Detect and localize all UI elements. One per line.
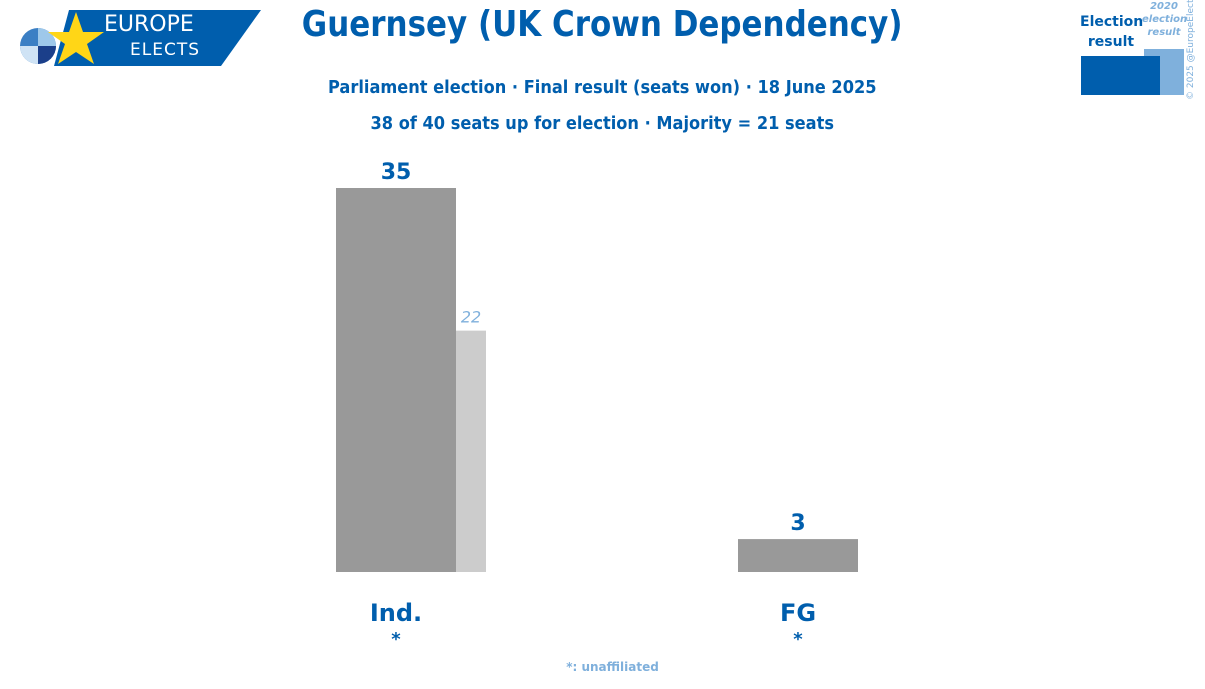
category-label-1: FG: [780, 599, 816, 627]
footnote: *: unaffiliated: [566, 660, 659, 674]
chart-subtitle-seats: 38 of 40 seats up for election · Majorit…: [370, 113, 834, 134]
logo-text-elects: ELECTS: [130, 40, 200, 60]
legend-label-previous: 2020 election result: [1142, 1, 1188, 38]
chart-title: Guernsey (UK Crown Dependency): [301, 4, 903, 45]
legend-label-current: Election result: [1080, 14, 1144, 50]
chart-subtitle: Parliament election · Final result (seat…: [327, 77, 877, 98]
europe-elects-logo: [20, 10, 261, 66]
bar-current-label-1: 3: [790, 511, 805, 536]
category-label-0: Ind.: [370, 599, 422, 627]
category-marker-1: *: [793, 629, 803, 650]
bar-current-0: [336, 188, 456, 572]
bar-current-label-0: 35: [381, 160, 412, 185]
category-marker-0: *: [391, 629, 401, 650]
bar-previous-0: [456, 330, 486, 572]
logo-text-europe: EUROPE: [104, 12, 194, 37]
legend-swatch-current: [1081, 56, 1160, 95]
bar-previous-label-0: 22: [461, 308, 481, 327]
bar-current-1: [738, 539, 858, 572]
legend: [1081, 49, 1184, 95]
